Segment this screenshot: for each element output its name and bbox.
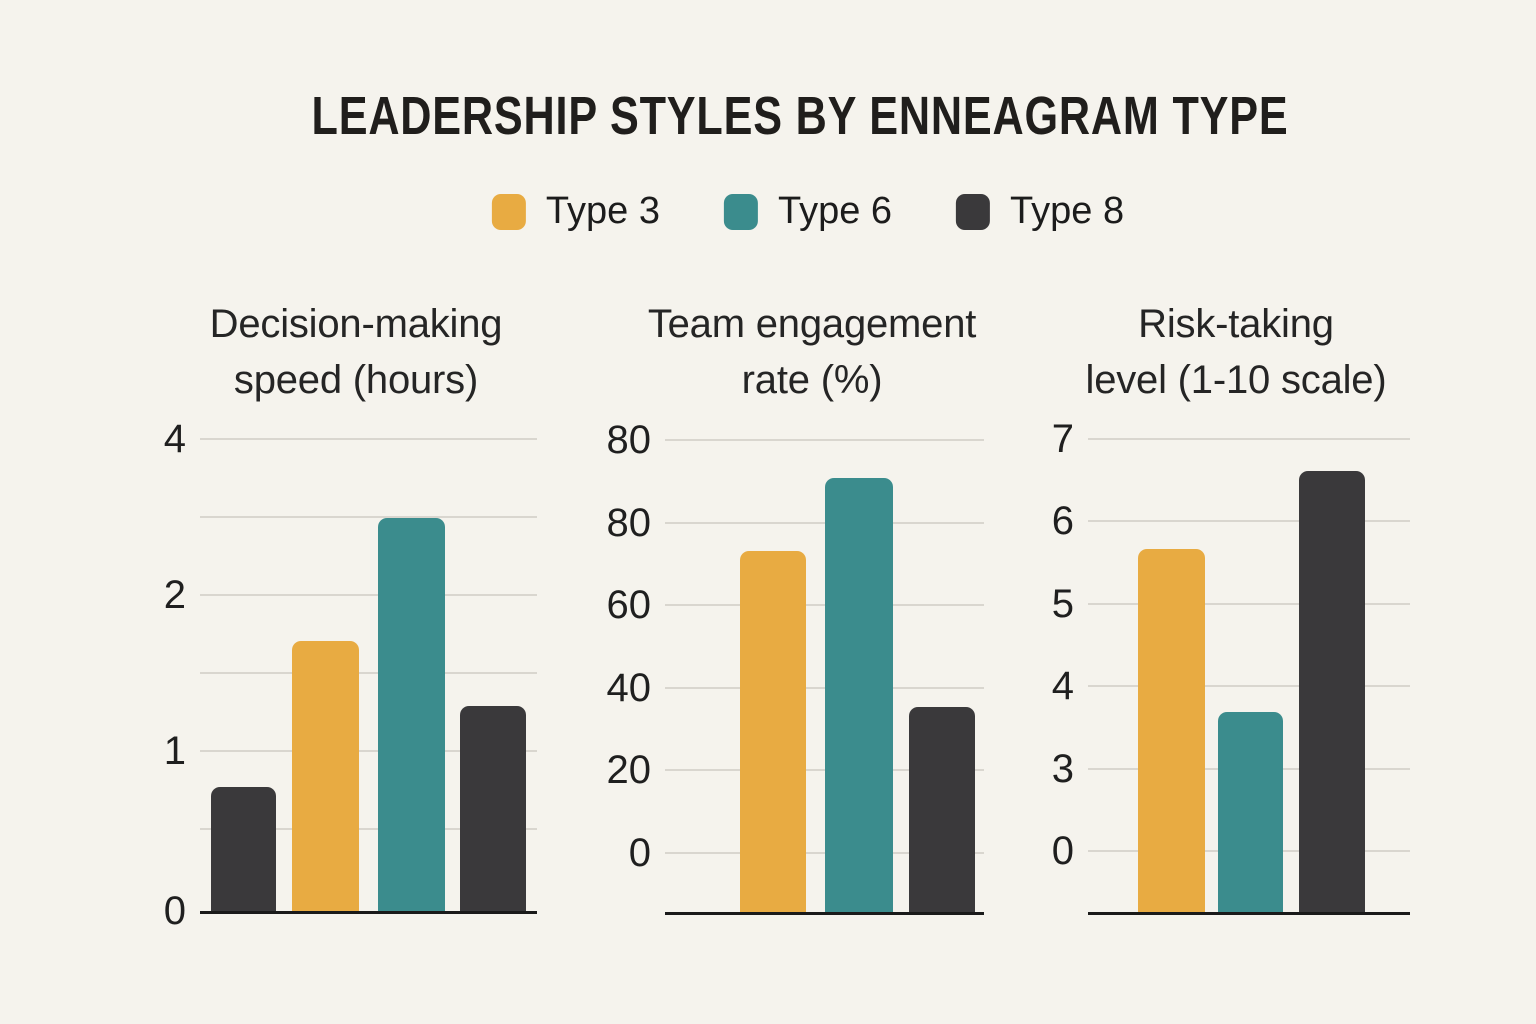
gridline — [1088, 520, 1410, 522]
panel-title: Decision-making speed (hours) — [210, 296, 503, 408]
panel-title-line: rate (%) — [741, 358, 883, 402]
gridline — [200, 594, 537, 596]
y-tick-label: 6 — [1051, 499, 1074, 543]
x-axis-line — [665, 912, 984, 915]
bar-type8-type8 — [460, 706, 526, 913]
bar-type6-type6 — [378, 518, 445, 913]
gridline — [665, 769, 984, 771]
gridline — [200, 828, 537, 830]
bar-type8-type8 — [1299, 471, 1365, 914]
type6-color-swatch-icon — [723, 193, 758, 230]
bar-type8-type8 — [909, 707, 975, 914]
legend-item-type6: Type 6 — [723, 190, 893, 233]
y-tick-label: 0 — [163, 889, 186, 933]
y-tick-label: 0 — [628, 831, 651, 875]
legend-item-type8: Type 8 — [956, 190, 1124, 233]
gridline — [665, 852, 984, 854]
bar-type6-type6 — [825, 478, 893, 914]
gridline — [1088, 603, 1410, 605]
chart-legend: Type 3 Type 6 Type 8 — [491, 190, 1124, 233]
gridline — [665, 687, 984, 689]
gridline — [1088, 768, 1410, 770]
panel-title-line: speed (hours) — [233, 358, 479, 402]
panel-title-line: Team engagement — [647, 302, 977, 346]
gridline — [1088, 850, 1410, 852]
bar-type3-type3 — [740, 551, 806, 914]
legend-label-type8: Type 8 — [1010, 190, 1125, 232]
type3-color-swatch-icon — [491, 193, 526, 230]
x-axis-line — [1088, 912, 1410, 915]
x-axis-line — [200, 911, 537, 914]
gridline — [665, 439, 984, 441]
bar-type8-type8 — [211, 787, 276, 913]
gridline — [200, 750, 537, 752]
bar-type3-type3 — [1138, 549, 1205, 914]
panel-title-line: level (1-10 scale) — [1085, 358, 1387, 402]
legend-label-type6: Type 6 — [777, 190, 893, 232]
y-tick-label: 40 — [606, 666, 652, 710]
y-tick-label: 5 — [1051, 582, 1074, 626]
legend-label-type3: Type 3 — [545, 190, 660, 232]
type8-color-swatch-icon — [956, 193, 991, 230]
y-tick-label: 80 — [606, 501, 652, 545]
gridline — [665, 604, 984, 606]
y-tick-label: 4 — [1051, 664, 1074, 708]
gridline — [200, 672, 537, 674]
y-tick-label: 20 — [606, 748, 652, 792]
gridline — [200, 438, 537, 440]
y-tick-label: 2 — [163, 573, 186, 617]
gridline — [665, 522, 984, 524]
y-tick-label: 7 — [1051, 417, 1074, 461]
bar-type3-type3 — [292, 641, 359, 913]
y-tick-label: 4 — [163, 417, 186, 461]
panel-title-line: Risk-taking — [1138, 302, 1334, 346]
y-tick-label: 0 — [1051, 829, 1074, 873]
panel-title: Team engagement rate (%) — [647, 296, 977, 408]
gridline — [200, 516, 537, 518]
y-tick-label: 3 — [1051, 747, 1074, 791]
gridline — [1088, 685, 1410, 687]
gridline — [1088, 438, 1410, 440]
y-tick-label: 1 — [163, 729, 186, 773]
page-title: LEADERSHIP STYLES BY ENNEAGRAM TYPE — [311, 86, 1289, 146]
bar-type6-type6 — [1218, 712, 1283, 914]
panel-title-line: Decision-making — [209, 302, 503, 346]
y-tick-label: 80 — [606, 418, 652, 462]
y-tick-label: 60 — [606, 583, 652, 627]
legend-item-type3: Type 3 — [491, 190, 660, 233]
panel-title: Risk-taking level (1-10 scale) — [1086, 296, 1387, 408]
